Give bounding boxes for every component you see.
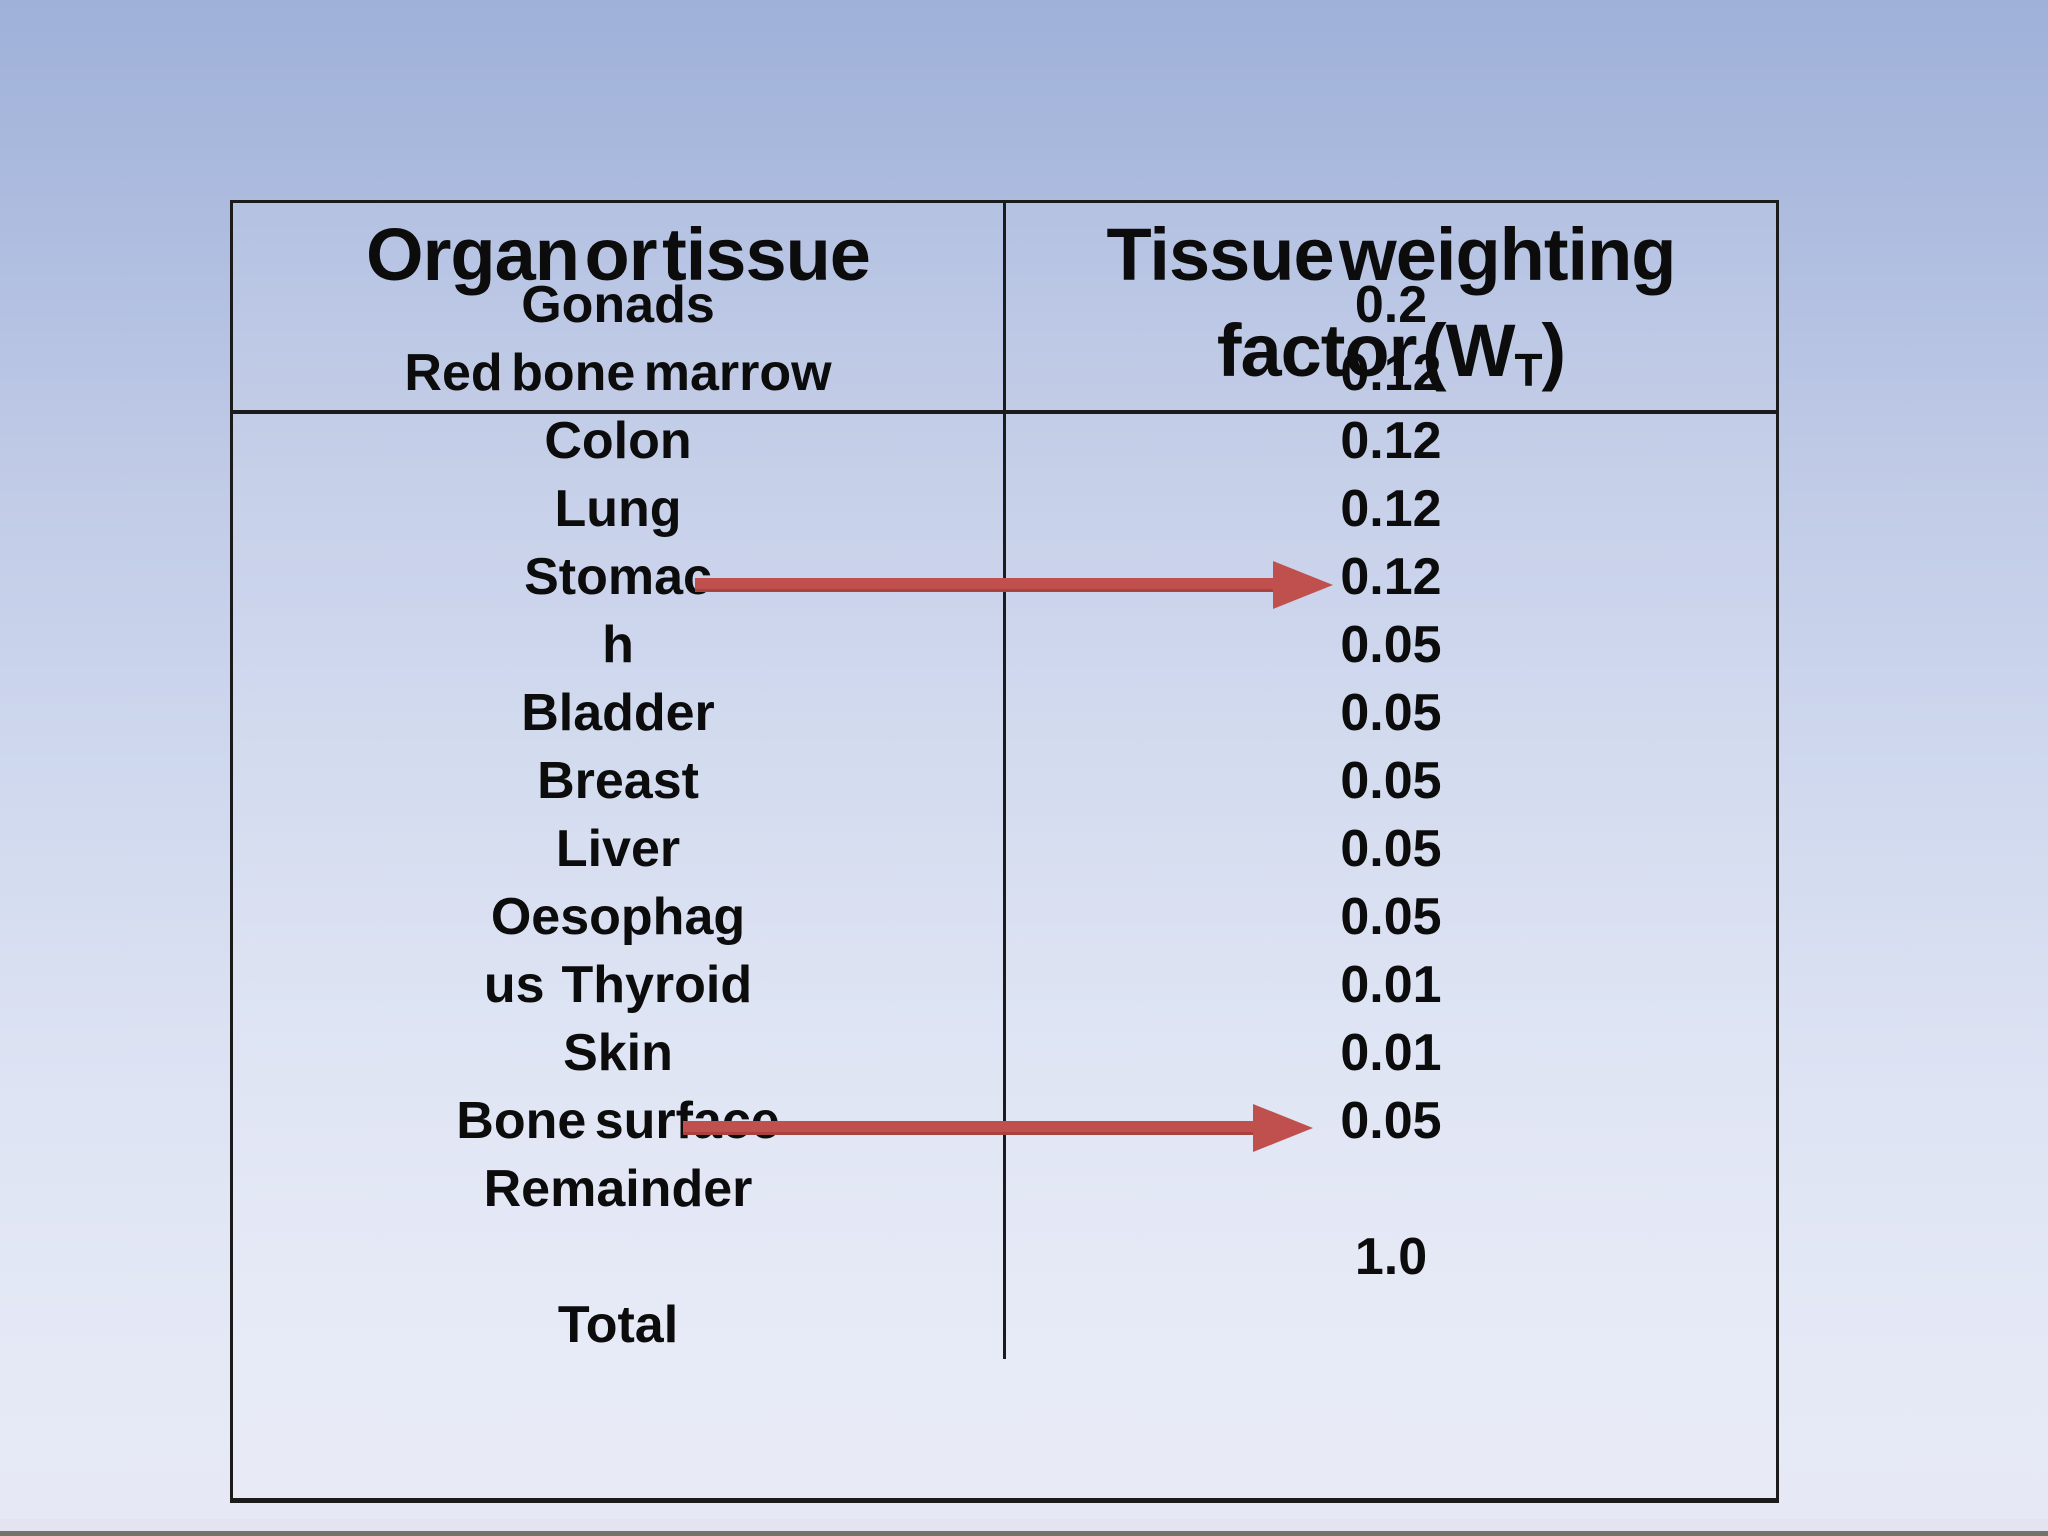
table-row-value <box>1006 1291 1776 1359</box>
table-row-value: 0.05 <box>1340 616 1442 674</box>
col-header-factor-line1: Tissue weighting <box>1106 213 1677 296</box>
table-row-value: 0.05 <box>1340 1092 1442 1150</box>
col-header-factor-line2: factor (WT) <box>1216 303 1567 408</box>
table-row-value: 0.01 <box>1340 956 1442 1014</box>
tissue-weighting-table: Organ or tissue Tissue weighting factor … <box>230 200 1779 1503</box>
slide-bottom-edge-dark <box>0 1531 2048 1536</box>
table-row-value: 0.05 <box>1340 684 1442 742</box>
table-row-organ: h <box>233 611 1006 679</box>
table-row-organ: Remainder <box>233 1155 1006 1223</box>
table-row-organ: Total <box>233 1291 1006 1359</box>
col-header-organ: Organ or tissue <box>233 203 1006 414</box>
table-row-value: 1.0 <box>1354 1228 1428 1286</box>
table-row-organ: Colon <box>233 407 1006 475</box>
table-row-organ: Breast <box>233 747 1006 815</box>
table-row-organ: Liver <box>233 815 1006 883</box>
table-row-value: 0.05 <box>1340 888 1442 946</box>
table-row-value <box>1006 1155 1776 1223</box>
table-row-organ: Gonads <box>233 271 1006 339</box>
table-row-value: 0.12 <box>1340 480 1442 538</box>
table-row-value: 0.05 <box>1340 820 1442 878</box>
table-row-value: 0.01 <box>1340 1024 1442 1082</box>
table-row-organ: Skin <box>233 1019 1006 1087</box>
table-row-organ: Red bone marrow <box>233 339 1006 407</box>
col-header-factor: Tissue weighting factor (WT) <box>1006 203 1776 414</box>
factor-subscript: T <box>1514 344 1542 397</box>
table-row-value: 0.12 <box>1340 344 1442 402</box>
table-row-organ: Bladder <box>233 679 1006 747</box>
table-row-value: 0.05 <box>1340 752 1442 810</box>
table-row-value: 0.12 <box>1340 412 1442 470</box>
arrow-colon-to-value-icon <box>695 561 1333 609</box>
factor-suffix: ) <box>1541 309 1567 392</box>
col-header-organ-label: Organ or tissue <box>366 213 871 296</box>
table-row-organ: Stomac <box>233 543 1006 611</box>
slide-bottom-edge-light <box>0 1519 2048 1532</box>
arrow-thyroid-to-value-icon <box>683 1104 1313 1152</box>
table-row-organ <box>233 1223 1006 1291</box>
table-row-organ: Oesophag <box>233 883 1006 951</box>
table-row-organ: Lung <box>233 475 1006 543</box>
table-row-organ: us Thyroid <box>233 951 1006 1019</box>
table-row-value: 0.2 <box>1354 276 1428 334</box>
table-row-value: 0.12 <box>1340 548 1442 606</box>
factor-prefix: factor (W <box>1216 309 1516 392</box>
